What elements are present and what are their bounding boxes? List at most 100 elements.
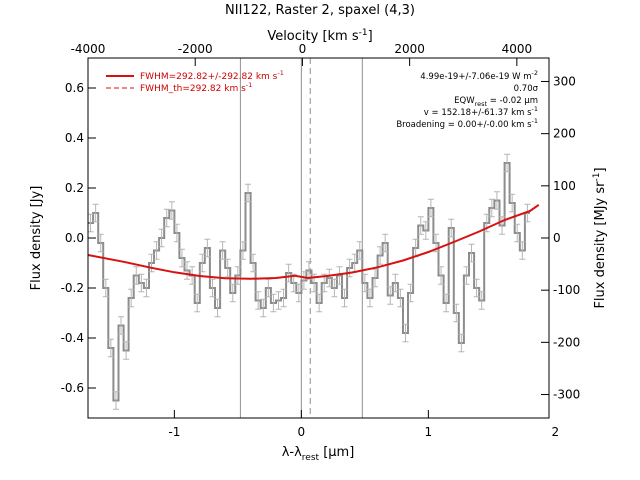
y-tick-label: 0.2 bbox=[65, 181, 84, 195]
data-point-43 bbox=[305, 261, 312, 280]
x-axis-title-sub: rest bbox=[302, 453, 320, 463]
y-tick-label: -0.2 bbox=[61, 281, 84, 295]
top-axis-title: Velocity [km s-1] bbox=[267, 28, 372, 44]
data-point-50 bbox=[341, 288, 348, 308]
annotation-flux-sup: -2 bbox=[532, 69, 538, 77]
data-point-77 bbox=[478, 291, 485, 310]
axes: -1 0 1 2-0.6-0.4-0.20.00.20.40.6-4000 -2000 0… bbox=[61, 42, 581, 439]
x-tick-label: -1 bbox=[168, 425, 180, 439]
data-point-7 bbox=[123, 341, 130, 360]
top-tick-label: 2000 bbox=[394, 42, 425, 56]
data-point-19 bbox=[184, 261, 191, 280]
right-tick-label: 0 bbox=[553, 231, 561, 245]
annotation-sigma: 0.70σ bbox=[514, 84, 539, 94]
annotation-eqw-tail: = -0.02 μm bbox=[487, 96, 538, 106]
data-point-21 bbox=[194, 293, 201, 313]
top-tick-label: -4000 bbox=[71, 42, 106, 56]
data-point-61 bbox=[397, 288, 404, 308]
data-point-36 bbox=[270, 293, 277, 313]
annotation-flux-main: 4.99e-19+/-7.06e-19 W m bbox=[420, 72, 531, 82]
legend: FWHM=292.82+/-292.82 km s-1 FWHM_th=292.… bbox=[106, 69, 284, 94]
right-tick-label: 200 bbox=[553, 127, 576, 141]
data-point-17 bbox=[173, 223, 180, 243]
data-point-16 bbox=[168, 201, 175, 220]
right-axis-title-end: ] bbox=[593, 167, 608, 172]
data-point-33 bbox=[255, 291, 262, 310]
right-tick-label: -200 bbox=[553, 335, 580, 349]
data-point-40 bbox=[290, 273, 297, 293]
data-point-27 bbox=[224, 258, 231, 278]
annotation-velocity-sup: -1 bbox=[532, 105, 538, 113]
data-point-66 bbox=[422, 221, 429, 240]
data-point-2 bbox=[97, 233, 104, 253]
data-point-15 bbox=[163, 208, 170, 228]
y-tick-label: -0.6 bbox=[61, 381, 84, 395]
data-point-62 bbox=[402, 323, 409, 343]
y-tick-label: 0.4 bbox=[65, 131, 84, 145]
data-point-82 bbox=[504, 153, 511, 173]
data-point-13 bbox=[153, 241, 160, 260]
data-point-42 bbox=[300, 271, 307, 290]
x-tick-label: 0 bbox=[298, 425, 306, 439]
x-axis-title: λ-λrest [μm] bbox=[282, 445, 355, 463]
data-point-55 bbox=[366, 288, 373, 308]
top-tick-label: 0 bbox=[299, 42, 307, 56]
data-point-9 bbox=[133, 266, 140, 285]
data-point-75 bbox=[468, 243, 475, 263]
data-point-48 bbox=[331, 278, 338, 298]
fit-curve bbox=[88, 203, 540, 280]
top-tick-label: 4000 bbox=[502, 42, 533, 56]
data-point-69 bbox=[438, 266, 445, 285]
data-point-63 bbox=[407, 283, 414, 303]
data-point-54 bbox=[361, 273, 368, 293]
x-tick-label: 1 bbox=[425, 425, 433, 439]
data-point-49 bbox=[336, 266, 343, 285]
y-axis-title: Flux density [Jy] bbox=[29, 186, 44, 291]
right-tick-label: -300 bbox=[553, 388, 580, 402]
fit-annotations: 4.99e-19+/-7.06e-19 W m-2 0.70σ EQWrest … bbox=[396, 69, 538, 130]
x-axis-title-main: λ-λ bbox=[282, 445, 302, 460]
annotation-eqw-main: EQW bbox=[454, 96, 475, 106]
annotation-velocity-main: v = 152.18+/-61.37 km s bbox=[424, 108, 532, 118]
annotation-broadening: Broadening = 0.00+/-0.00 km s-1 bbox=[396, 117, 538, 130]
data-point-31 bbox=[245, 183, 252, 203]
right-axis-title: Flux density [MJy sr-1] bbox=[592, 167, 608, 308]
annotation-broadening-sup: -1 bbox=[532, 117, 538, 125]
data-point-6 bbox=[118, 316, 125, 335]
data-point-5 bbox=[112, 391, 119, 410]
y-tick-label: 0.6 bbox=[65, 81, 84, 95]
x-axis-title-unit: [μm] bbox=[319, 445, 354, 460]
data-point-86 bbox=[524, 203, 531, 223]
data-point-18 bbox=[178, 248, 185, 268]
top-tick-label: -2000 bbox=[178, 42, 213, 56]
legend-label-fwhm-main: FWHM=292.82+/-292.82 km s bbox=[140, 72, 278, 82]
annotation-flux: 4.99e-19+/-7.06e-19 W m-2 bbox=[420, 69, 538, 82]
legend-label-fwhm-sup: -1 bbox=[277, 69, 283, 77]
data-point-79 bbox=[488, 198, 495, 218]
data-point-83 bbox=[509, 193, 516, 213]
legend-label-fwhm-th: FWHM_th=292.82 km s-1 bbox=[140, 81, 252, 94]
data-point-12 bbox=[148, 253, 155, 273]
legend-label-fwhm-th-main: FWHM_th=292.82 km s bbox=[140, 84, 246, 94]
data-point-25 bbox=[214, 298, 221, 318]
x-tick-label: 2 bbox=[552, 425, 560, 439]
data-point-1 bbox=[92, 203, 99, 223]
right-tick-label: 300 bbox=[553, 74, 576, 88]
data-point-34 bbox=[260, 298, 267, 318]
data-point-81 bbox=[499, 216, 506, 235]
data-point-37 bbox=[275, 291, 282, 310]
data-point-53 bbox=[356, 241, 363, 260]
data-point-59 bbox=[387, 286, 394, 305]
data-point-72 bbox=[453, 303, 460, 323]
data-point-60 bbox=[392, 273, 399, 293]
data-point-67 bbox=[427, 198, 434, 218]
right-tick-label: -100 bbox=[553, 283, 580, 297]
data-point-80 bbox=[493, 191, 500, 210]
y-tick-label: 0.0 bbox=[65, 231, 84, 245]
data-point-23 bbox=[204, 238, 211, 258]
data-point-76 bbox=[473, 278, 480, 298]
right-tick-label: 100 bbox=[553, 179, 576, 193]
data-point-84 bbox=[514, 223, 521, 243]
data-point-8 bbox=[128, 288, 135, 308]
data-point-29 bbox=[234, 266, 241, 285]
